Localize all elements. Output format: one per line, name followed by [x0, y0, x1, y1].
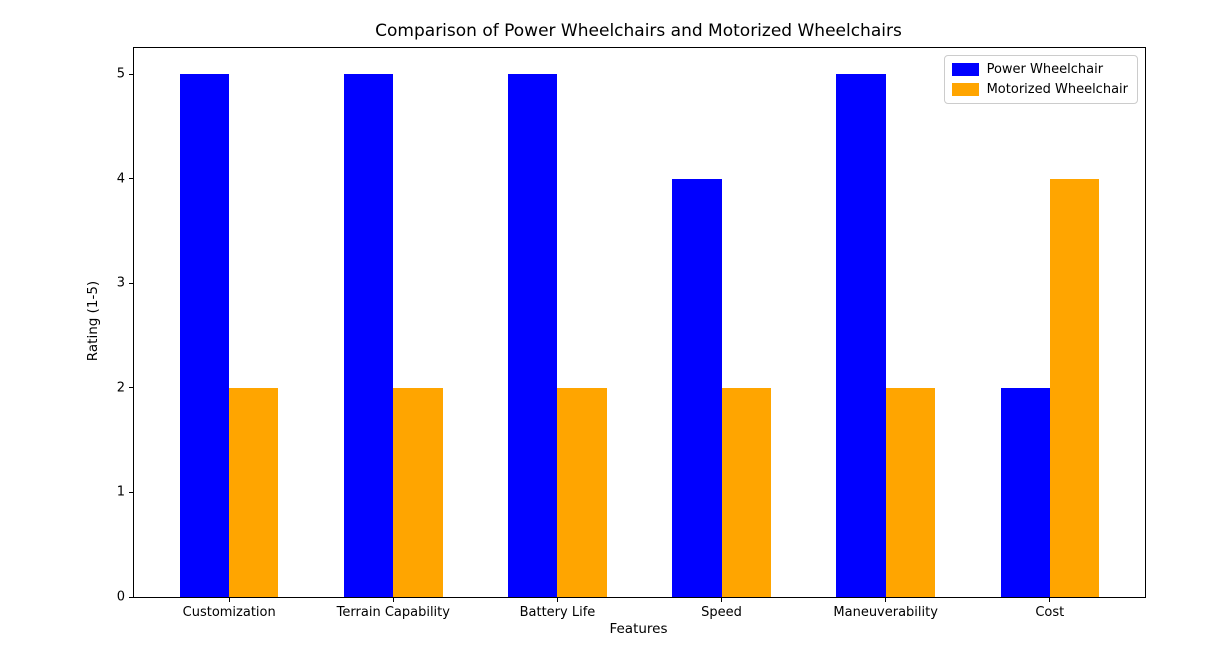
y-tick-mark: [129, 387, 133, 389]
x-axis-label: Features: [609, 621, 668, 637]
x-tick-label-battery-life: Battery Life: [519, 605, 596, 620]
plot-area: Power Wheelchair Motorized Wheelchair 0 1 2…: [117, 47, 1146, 620]
bar-motorized-wheelchair-customization: [229, 387, 279, 597]
x-tick-mark: [228, 598, 230, 602]
bar-motorized-wheelchair-cost: [1049, 178, 1100, 597]
y-tick-label: 2: [116, 380, 125, 396]
legend-label: Motorized Wheelchair: [986, 82, 1128, 97]
bar-power-wheelchair-cost: [1000, 387, 1050, 597]
bar-power-wheelchair-customization: [179, 74, 230, 597]
x-tick-label-speed: Speed: [701, 605, 742, 620]
bar-power-wheelchair-terrain-capability: [344, 74, 394, 597]
legend-label: Power Wheelchair: [986, 62, 1104, 77]
y-tick-label: 3: [116, 275, 125, 291]
y-tick-label: 0: [116, 589, 125, 605]
y-tick-mark: [129, 596, 133, 598]
x-tick-mark: [885, 598, 887, 602]
bar-power-wheelchair-battery-life: [508, 74, 558, 597]
chart-title: Comparison of Power Wheelchairs and Moto…: [375, 21, 902, 41]
bar-power-wheelchair-speed: [672, 178, 722, 597]
legend-item: Power Wheelchair: [951, 62, 1128, 77]
bar-motorized-wheelchair-maneuverability: [885, 387, 935, 597]
x-tick-mark: [721, 598, 723, 602]
x-tick-mark: [556, 598, 558, 602]
y-tick-label: 1: [116, 484, 125, 500]
bar-power-wheelchair-maneuverability: [836, 74, 886, 597]
bar-motorized-wheelchair-battery-life: [557, 387, 607, 597]
y-tick-mark: [129, 73, 133, 75]
x-tick-label-terrain-capability: Terrain Capability: [336, 605, 450, 620]
x-tick-mark: [1049, 598, 1051, 602]
x-tick-label-cost: Cost: [1035, 605, 1065, 620]
y-tick-label: 4: [116, 171, 125, 187]
legend-swatch-power-wheelchair: [951, 63, 979, 76]
legend-item: Motorized Wheelchair: [951, 82, 1128, 97]
legend: Power Wheelchair Motorized Wheelchair: [943, 55, 1138, 104]
y-axis-label: Rating (1-5): [85, 280, 101, 362]
x-tick-label-customization: Customization: [182, 605, 276, 620]
bar-motorized-wheelchair-speed: [721, 387, 771, 597]
y-tick-mark: [129, 282, 133, 284]
legend-swatch-motorized-wheelchair: [951, 83, 979, 96]
y-tick-mark: [129, 491, 133, 493]
x-tick-label-maneuverability: Maneuverability: [833, 605, 938, 620]
y-tick-mark: [129, 178, 133, 180]
y-tick-label: 5: [116, 66, 125, 82]
x-tick-mark: [392, 598, 394, 602]
bar-motorized-wheelchair-terrain-capability: [393, 387, 443, 597]
